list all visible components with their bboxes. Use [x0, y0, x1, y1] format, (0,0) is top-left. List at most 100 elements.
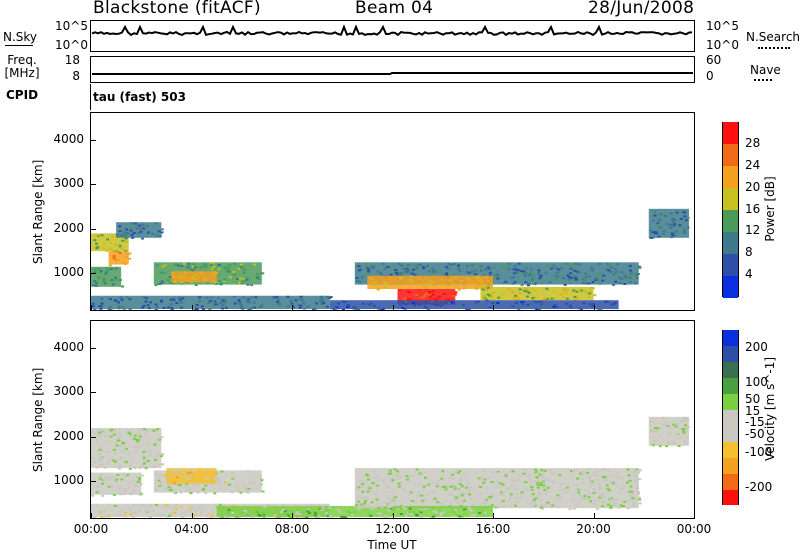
- time-xtick-label: 04:00: [174, 522, 209, 536]
- nave-label: Nave: [750, 63, 781, 77]
- power-colorbar-tick-label: 16: [745, 201, 761, 216]
- power-colorbar-swatch: [723, 231, 738, 254]
- power-colorbar-swatch: [723, 253, 738, 276]
- noise-tick-left-high: 10^5: [55, 19, 88, 33]
- time-xtick-mark: [694, 513, 695, 519]
- power-colorbar-tick-label: 24: [745, 157, 761, 172]
- power-colorbar-tick-label: 8: [745, 245, 753, 260]
- power-region-11: [329, 300, 619, 310]
- velocity-region-7: [392, 505, 493, 518]
- freq-tick-low: 8: [72, 69, 80, 83]
- nsky-label: N.Sky: [3, 30, 38, 44]
- power-region-6: [91, 295, 333, 310]
- power-colorbar-swatch: [723, 209, 738, 232]
- velocity-colorbar-swatch: [723, 345, 738, 363]
- power-heatmap: [91, 208, 690, 310]
- power-colorbar-swatch: [723, 275, 738, 298]
- time-xtick-mark: [493, 513, 494, 519]
- power-colorbar-tick-label: 12: [745, 223, 761, 238]
- power-ytick-label: 4000: [53, 131, 84, 146]
- velocity-colorbar-swatch: [723, 361, 738, 379]
- velocity-colorbar-tick-label: -200: [745, 479, 773, 494]
- nave-legend-dots: [754, 79, 772, 81]
- time-xtick-mark: [91, 513, 92, 519]
- velocity-ytick-mark: [90, 347, 96, 349]
- velocity-colorbar-tick-label: 100: [745, 374, 768, 389]
- power-ytick-mark: [90, 139, 96, 141]
- velocity-colorbar-swatch: [723, 473, 738, 490]
- time-xtick-mark: [694, 305, 695, 311]
- power-region-1: [108, 251, 132, 267]
- time-xtick-label: 08:00: [274, 522, 310, 536]
- time-xtick-mark: [292, 305, 293, 311]
- noise-tick-left-low: 10^0: [55, 38, 88, 52]
- velocity-colorbar: [722, 330, 739, 506]
- time-xtick-mark: [392, 305, 394, 311]
- power-colorbar-tick-label: 28: [745, 135, 761, 150]
- power-ytick-mark: [90, 273, 96, 275]
- velocity-region-8: [648, 416, 690, 448]
- time-xtick-mark: [292, 513, 293, 519]
- time-xtick-label: 16:00: [475, 522, 511, 536]
- power-region-12: [648, 208, 690, 239]
- velocity-ytick-mark: [90, 436, 96, 438]
- power-ytick-mark: [90, 228, 96, 230]
- power-colorbar-swatch: [723, 122, 738, 145]
- cpid-label: CPID: [6, 88, 39, 102]
- time-xtick-mark: [91, 305, 92, 311]
- power-ytick-label: 2000: [53, 220, 84, 235]
- freq-panel: [90, 56, 695, 83]
- station-title: Blackstone (fitACF): [93, 0, 261, 18]
- cpid-value: tau (fast) 503: [93, 90, 186, 104]
- time-xtick-label: 12:00: [375, 522, 410, 536]
- power-ytick-mark: [90, 184, 96, 186]
- time-xtick-mark: [593, 305, 595, 311]
- power-colorbar-tick-label: 20: [745, 179, 761, 194]
- velocity-colorbar-tick-label: -100: [745, 444, 773, 459]
- velocity-region-1: [91, 472, 144, 497]
- time-xtick-label: 20:00: [576, 522, 611, 536]
- power-region-2: [116, 222, 164, 240]
- power-region-5: [171, 271, 219, 284]
- freq-trace: [92, 72, 693, 75]
- power-ytick-label: 3000: [53, 176, 84, 191]
- noise-tick-right-high: 10^5: [706, 19, 739, 33]
- power-colorbar-label: Power [dB]: [763, 176, 777, 242]
- freq-tick-high: 18: [64, 53, 80, 67]
- time-xtick-mark: [593, 513, 595, 519]
- time-xlabel: Time UT: [367, 538, 417, 552]
- velocity-colorbar-swatch: [723, 409, 738, 426]
- time-xtick-label: 00:00: [73, 522, 109, 536]
- noise-trace: [91, 24, 693, 37]
- velocity-colorbar-tick-label: -15: [745, 414, 765, 429]
- power-colorbar-swatch: [723, 143, 738, 167]
- velocity-ytick-mark: [90, 481, 96, 483]
- power-colorbar: [722, 122, 739, 298]
- time-xtick-mark: [493, 305, 494, 311]
- velocity-colorbar-label-text: Velocity [m s^-1]: [763, 356, 777, 461]
- velocity-ytick-mark: [90, 392, 96, 394]
- velocity-region-6: [354, 468, 642, 511]
- velocity-ytick-label: 4000: [53, 339, 84, 354]
- time-xtick-label: 00:00: [676, 522, 712, 536]
- velocity-colorbar-tick-label: 15: [745, 404, 761, 419]
- velocity-colorbar-swatch: [723, 330, 738, 347]
- date-title: 28/Jun/2008: [588, 0, 695, 18]
- freq-label: Freq.: [7, 53, 37, 67]
- beam-title: Beam 04: [355, 0, 434, 18]
- time-xtick-mark: [191, 513, 193, 519]
- time-xtick-mark: [191, 305, 193, 311]
- power-colorbar-tick-label: 4: [745, 267, 753, 282]
- velocity-colorbar-label: Velocity [m s^-1]: [763, 357, 777, 461]
- time-xtick-mark: [392, 513, 394, 519]
- noise-tick-right-low: 10^0: [706, 38, 739, 52]
- velocity-ytick-label: 1000: [53, 473, 84, 488]
- velocity-region-5: [216, 505, 396, 518]
- velocity-colorbar-swatch: [723, 489, 738, 506]
- power-region-10: [480, 286, 597, 302]
- nsearch-legend-dots: [758, 47, 790, 49]
- cpid-divider: [90, 84, 91, 110]
- velocity-ytick-label: 2000: [53, 428, 84, 443]
- power-region-3: [91, 266, 124, 288]
